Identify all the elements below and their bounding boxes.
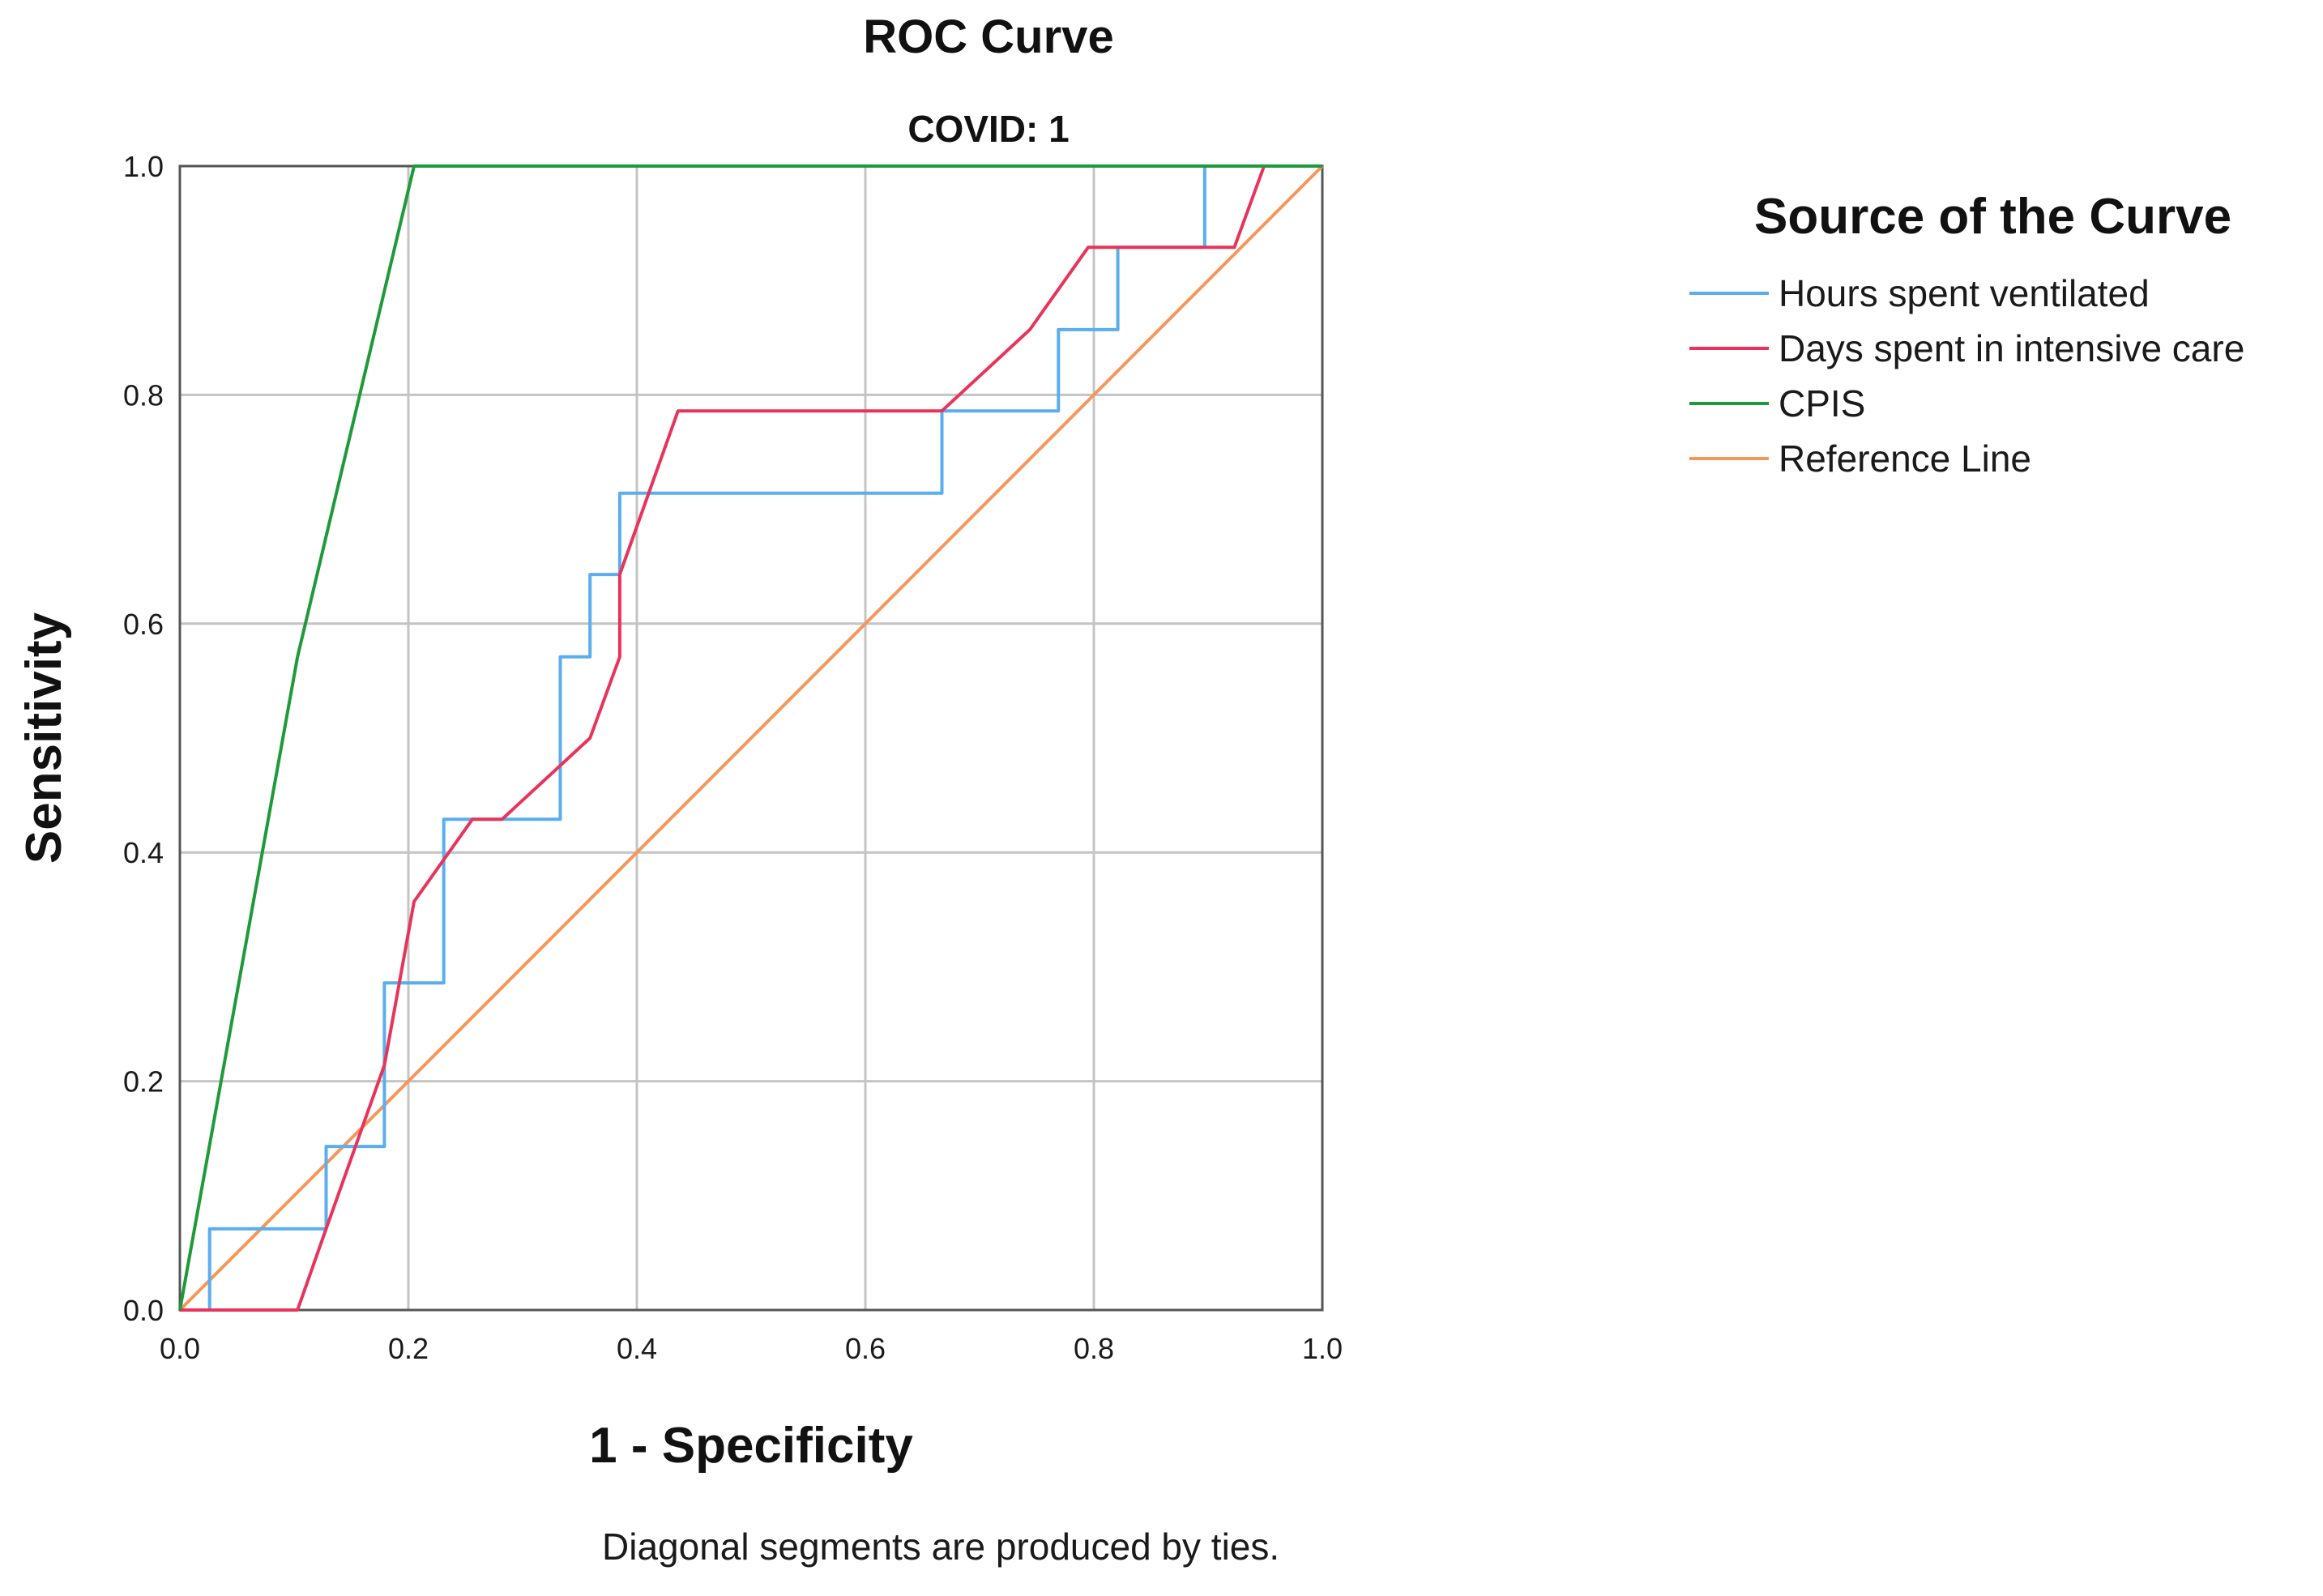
legend-label-cpis: CPIS — [1779, 382, 1865, 425]
x-axis-title: 1 - Specificity — [589, 1418, 913, 1474]
legend: Hours spent ventilated Days spent in inte… — [1689, 272, 2244, 480]
x-tick-label: 1.0 — [1302, 1332, 1343, 1365]
legend-label-reference-line: Reference Line — [1779, 437, 2031, 480]
x-tick-label: 0.2 — [388, 1332, 429, 1365]
x-tick-label: 0.6 — [845, 1332, 886, 1365]
y-tick-label: 0.6 — [123, 608, 164, 641]
series-line-days-spent-in-intensive-care — [180, 164, 1322, 1312]
y-tick-label: 1.0 — [123, 150, 164, 183]
y-axis-title: Sensitivity — [16, 612, 72, 864]
y-tick-label: 0.8 — [123, 378, 164, 412]
y-tick-label: 0.0 — [123, 1294, 164, 1327]
x-tick-label: 0.0 — [160, 1332, 200, 1365]
chart-subtitle: COVID: 1 — [907, 108, 1069, 150]
y-tick-label: 0.2 — [123, 1065, 164, 1099]
series-lines — [178, 164, 1324, 1312]
tick-labels: 0.0 0.2 0.4 0.6 0.8 1.0 0.0 0.2 0.4 0.6 0.8 1.0 — [123, 150, 1343, 1365]
x-tick-label: 0.8 — [1074, 1332, 1114, 1365]
y-tick-label: 0.4 — [123, 836, 164, 869]
legend-title: Source of the Curve — [1754, 189, 2231, 245]
chart-title: ROC Curve — [863, 11, 1113, 63]
series-line-hours-spent-ventilated — [180, 164, 1322, 1312]
series-line-cpis — [178, 164, 1322, 1311]
legend-label-days-spent-in-intensive-care: Days spent in intensive care — [1779, 327, 2244, 369]
footnote: Diagonal segments are produced by ties. — [602, 1526, 1279, 1568]
legend-label-hours-spent-ventilated: Hours spent ventilated — [1779, 272, 2150, 314]
x-tick-label: 0.4 — [617, 1332, 657, 1365]
series-line-reference-line — [178, 164, 1324, 1312]
